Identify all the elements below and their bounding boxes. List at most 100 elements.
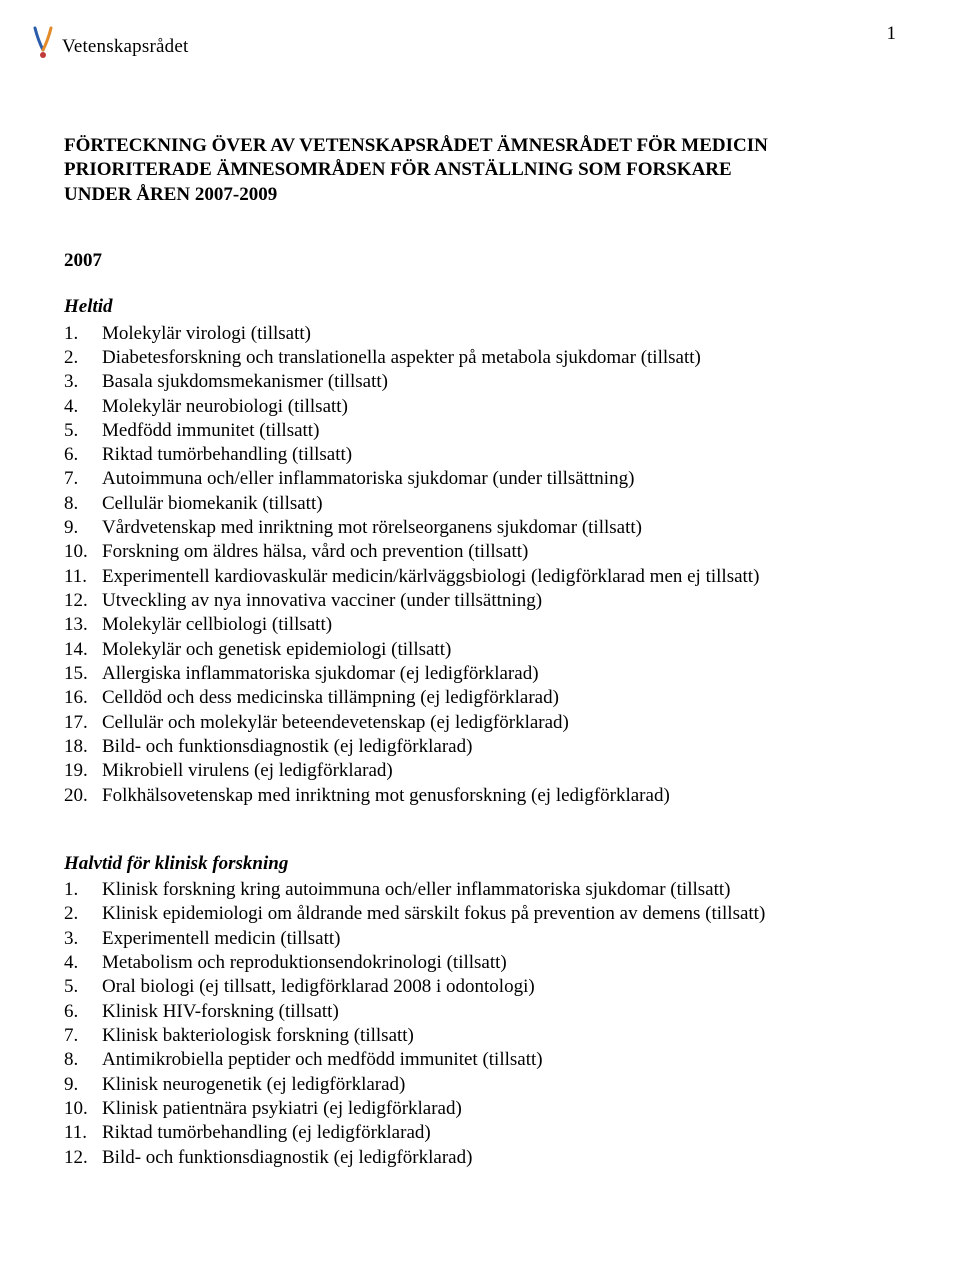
item-num: 7.: [64, 1024, 102, 1048]
item-num: 14.: [64, 638, 102, 662]
section-heading-halvtid: Halvtid för klinisk forskning: [64, 852, 896, 876]
list-item: 11.Riktad tumörbehandling (ej ledigförkl…: [64, 1121, 896, 1145]
item-text: Klinisk patientnära psykiatri (ej ledigf…: [102, 1097, 896, 1121]
item-text: Medfödd immunitet (tillsatt): [102, 419, 896, 443]
item-text: Bild- och funktionsdiagnostik (ej ledigf…: [102, 1146, 896, 1170]
item-text: Autoimmuna och/eller inflammatoriska sju…: [102, 467, 896, 491]
item-text: Folkhälsovetenskap med inriktning mot ge…: [102, 784, 896, 808]
item-text: Forskning om äldres hälsa, vård och prev…: [102, 540, 896, 564]
list-item: 9.Vårdvetenskap med inriktning mot rörel…: [64, 516, 896, 540]
list-item: 10.Forskning om äldres hälsa, vård och p…: [64, 540, 896, 564]
list-item: 11.Experimentell kardiovaskulär medicin/…: [64, 565, 896, 589]
list-item: 15.Allergiska inflammatoriska sjukdomar …: [64, 662, 896, 686]
item-text: Molekylär och genetisk epidemiologi (til…: [102, 638, 896, 662]
item-num: 5.: [64, 419, 102, 443]
item-text: Diabetesforskning och translationella as…: [102, 346, 896, 370]
list-item: 3.Basala sjukdomsmekanismer (tillsatt): [64, 370, 896, 394]
item-text: Molekylär neurobiologi (tillsatt): [102, 395, 896, 419]
list-item: 6.Riktad tumörbehandling (tillsatt): [64, 443, 896, 467]
item-text: Bild- och funktionsdiagnostik (ej ledigf…: [102, 735, 896, 759]
item-num: 10.: [64, 1097, 102, 1121]
list-item: 20.Folkhälsovetenskap med inriktning mot…: [64, 784, 896, 808]
item-num: 3.: [64, 927, 102, 951]
item-num: 10.: [64, 540, 102, 564]
item-num: 9.: [64, 516, 102, 540]
item-text: Experimentell medicin (tillsatt): [102, 927, 896, 951]
item-text: Celldöd och dess medicinska tillämpning …: [102, 686, 896, 710]
page-body: FÖRTECKNING ÖVER AV VETENSKAPSRÅDET ÄMNE…: [0, 0, 960, 1254]
item-num: 2.: [64, 346, 102, 370]
list-item: 19.Mikrobiell virulens (ej ledigförklara…: [64, 759, 896, 783]
list-item: 17.Cellulär och molekylär beteendevetens…: [64, 711, 896, 735]
item-num: 18.: [64, 735, 102, 759]
item-num: 8.: [64, 1048, 102, 1072]
list-item: 7.Klinisk bakteriologisk forskning (till…: [64, 1024, 896, 1048]
list-item: 1.Molekylär virologi (tillsatt): [64, 322, 896, 346]
content: FÖRTECKNING ÖVER AV VETENSKAPSRÅDET ÄMNE…: [64, 134, 896, 1170]
item-num: 7.: [64, 467, 102, 491]
item-num: 1.: [64, 322, 102, 346]
item-text: Klinisk bakteriologisk forskning (tillsa…: [102, 1024, 896, 1048]
item-text: Riktad tumörbehandling (ej ledigförklara…: [102, 1121, 896, 1145]
list-item: 12.Bild- och funktionsdiagnostik (ej led…: [64, 1146, 896, 1170]
list-item: 8.Antimikrobiella peptider och medfödd i…: [64, 1048, 896, 1072]
item-num: 11.: [64, 1121, 102, 1145]
item-text: Klinisk neurogenetik (ej ledigförklarad): [102, 1073, 896, 1097]
item-num: 3.: [64, 370, 102, 394]
item-num: 1.: [64, 878, 102, 902]
item-text: Molekylär cellbiologi (tillsatt): [102, 613, 896, 637]
item-text: Cellulär biomekanik (tillsatt): [102, 492, 896, 516]
list-item: 6.Klinisk HIV-forskning (tillsatt): [64, 1000, 896, 1024]
item-text: Klinisk epidemiologi om åldrande med sär…: [102, 902, 896, 926]
item-text: Cellulär och molekylär beteendevetenskap…: [102, 711, 896, 735]
item-text: Riktad tumörbehandling (tillsatt): [102, 443, 896, 467]
list-item: 13.Molekylär cellbiologi (tillsatt): [64, 613, 896, 637]
list-item: 4.Molekylär neurobiologi (tillsatt): [64, 395, 896, 419]
item-text: Utveckling av nya innovativa vacciner (u…: [102, 589, 896, 613]
list-item: 9.Klinisk neurogenetik (ej ledigförklara…: [64, 1073, 896, 1097]
list-item: 2.Klinisk epidemiologi om åldrande med s…: [64, 902, 896, 926]
item-text: Klinisk HIV-forskning (tillsatt): [102, 1000, 896, 1024]
list-item: 3.Experimentell medicin (tillsatt): [64, 927, 896, 951]
item-num: 2.: [64, 902, 102, 926]
item-num: 20.: [64, 784, 102, 808]
list-item: 7.Autoimmuna och/eller inflammatoriska s…: [64, 467, 896, 491]
list-item: 10.Klinisk patientnära psykiatri (ej led…: [64, 1097, 896, 1121]
item-text: Antimikrobiella peptider och medfödd imm…: [102, 1048, 896, 1072]
item-num: 4.: [64, 951, 102, 975]
list-item: 14.Molekylär och genetisk epidemiologi (…: [64, 638, 896, 662]
item-text: Oral biologi (ej tillsatt, ledigförklara…: [102, 975, 896, 999]
title-line: FÖRTECKNING ÖVER AV VETENSKAPSRÅDET ÄMNE…: [64, 134, 896, 158]
list-item: 8.Cellulär biomekanik (tillsatt): [64, 492, 896, 516]
item-num: 6.: [64, 1000, 102, 1024]
item-text: Allergiska inflammatoriska sjukdomar (ej…: [102, 662, 896, 686]
item-num: 5.: [64, 975, 102, 999]
item-num: 17.: [64, 711, 102, 735]
item-num: 12.: [64, 589, 102, 613]
list-item: 18.Bild- och funktionsdiagnostik (ej led…: [64, 735, 896, 759]
list-heltid: 1.Molekylär virologi (tillsatt) 2.Diabet…: [64, 322, 896, 808]
list-item: 5.Oral biologi (ej tillsatt, ledigförkla…: [64, 975, 896, 999]
item-num: 16.: [64, 686, 102, 710]
list-item: 12.Utveckling av nya innovativa vacciner…: [64, 589, 896, 613]
logo: Vetenskapsrådet: [30, 26, 188, 67]
title-line: UNDER ÅREN 2007-2009: [64, 183, 896, 207]
item-text: Basala sjukdomsmekanismer (tillsatt): [102, 370, 896, 394]
page-number: 1: [887, 22, 897, 46]
item-text: Experimentell kardiovaskulär medicin/kär…: [102, 565, 896, 589]
list-item: 16.Celldöd och dess medicinska tillämpni…: [64, 686, 896, 710]
item-num: 11.: [64, 565, 102, 589]
list-item: 5.Medfödd immunitet (tillsatt): [64, 419, 896, 443]
item-num: 13.: [64, 613, 102, 637]
item-text: Metabolism och reproduktionsendokrinolog…: [102, 951, 896, 975]
year-heading: 2007: [64, 249, 896, 273]
item-text: Mikrobiell virulens (ej ledigförklarad): [102, 759, 896, 783]
item-num: 4.: [64, 395, 102, 419]
item-num: 6.: [64, 443, 102, 467]
item-num: 15.: [64, 662, 102, 686]
item-num: 8.: [64, 492, 102, 516]
logo-text: Vetenskapsrådet: [62, 35, 188, 59]
section-heading-heltid: Heltid: [64, 295, 896, 319]
item-text: Vårdvetenskap med inriktning mot rörelse…: [102, 516, 896, 540]
list-item: 4.Metabolism och reproduktionsendokrinol…: [64, 951, 896, 975]
